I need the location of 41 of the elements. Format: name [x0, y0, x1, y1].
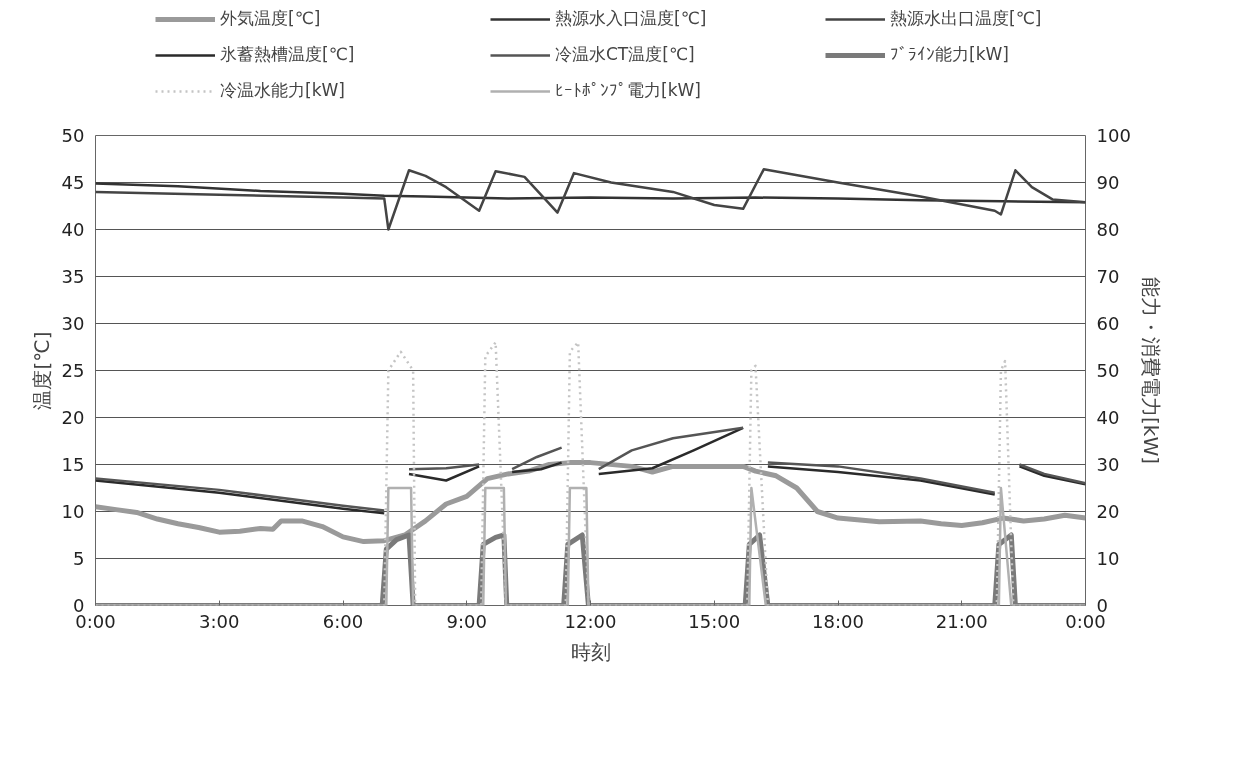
- x-axis-title: 時刻: [570, 639, 611, 664]
- legend-label: 熱源水入口温度[℃]: [555, 7, 708, 30]
- x-tick-label: 3:00: [199, 610, 240, 632]
- y-tick-label: 5: [73, 548, 85, 569]
- y2-tick-label: 50: [1096, 360, 1120, 381]
- legend-label: 冷温水能力[kW]: [220, 79, 346, 102]
- x-tick-label: 18:00: [812, 610, 864, 632]
- line-series: [95, 168, 1086, 231]
- y-tick-label: 25: [61, 360, 85, 381]
- y2-tick-label: 80: [1096, 219, 1120, 240]
- legend-label: 氷蓄熱槽温度[℃]: [220, 43, 356, 66]
- y2-tick-label: 40: [1096, 407, 1120, 428]
- y-tick-label: 35: [61, 266, 85, 287]
- legend-label: 外気温度[℃]: [220, 7, 322, 30]
- x-tick-label: 6:00: [322, 610, 364, 632]
- y-tick-label: 0: [73, 595, 85, 616]
- y2-tick-label: 30: [1096, 454, 1120, 475]
- y2-tick-label: 0: [1096, 595, 1108, 616]
- y-tick-label: 30: [61, 313, 85, 334]
- y2-tick-label: 20: [1096, 501, 1120, 522]
- y2-axis-title: 能力・消費電力[kW]: [1138, 277, 1163, 464]
- y-tick-label: 10: [61, 501, 85, 522]
- y2-tick-label: 100: [1096, 125, 1131, 146]
- y-tick-label: 45: [61, 172, 85, 193]
- y-tick-label: 15: [61, 454, 85, 475]
- y2-tick-label: 90: [1096, 172, 1120, 193]
- x-tick-label: 21:00: [935, 610, 988, 632]
- legend-label: 冷温水CT温度[℃]: [555, 43, 696, 66]
- y-tick-label: 40: [61, 219, 85, 240]
- y-tick-label: 20: [61, 407, 85, 428]
- y2-tick-label: 70: [1096, 266, 1120, 287]
- legend-label: ﾋｰﾄﾎﾟﾝﾌﾟ電力[kW]: [555, 79, 702, 102]
- x-tick-label: 15:00: [688, 610, 741, 632]
- legend-label: 熱源水出口温度[℃]: [890, 7, 1043, 30]
- y-tick-label: 50: [61, 125, 85, 146]
- y-axis-title: 温度[℃]: [29, 331, 54, 410]
- x-tick-label: 12:00: [564, 610, 617, 632]
- x-tick-label: 9:00: [446, 610, 487, 632]
- legend-label: ﾌﾞﾗｲﾝ能力[kW]: [890, 43, 1010, 66]
- y2-tick-label: 60: [1096, 313, 1120, 334]
- y2-tick-label: 10: [1096, 548, 1120, 569]
